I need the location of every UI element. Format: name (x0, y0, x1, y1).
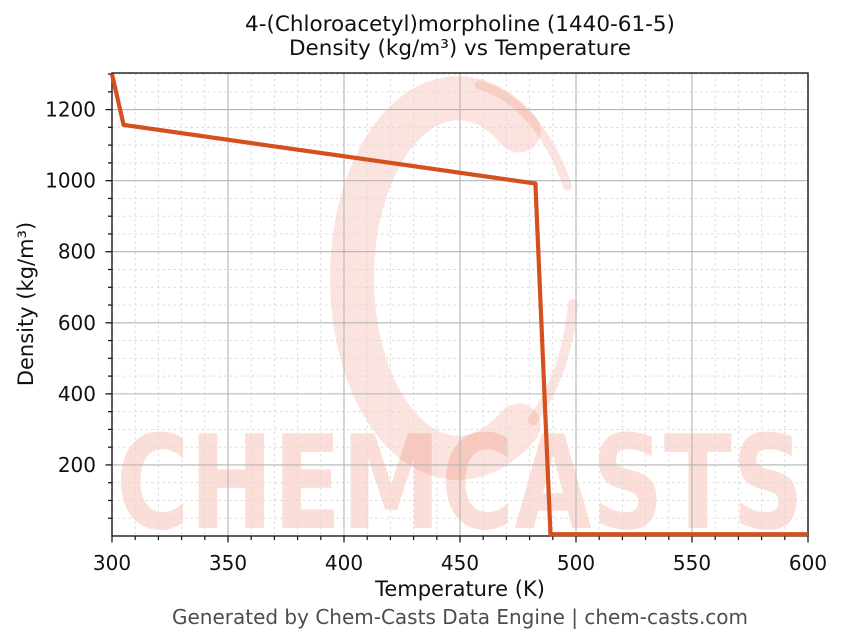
watermark-swoosh (475, 80, 572, 191)
grid-major (111, 73, 809, 536)
y-tick-label: 200 (58, 453, 96, 477)
chart-title: 4-(Chloroacetyl)morpholine (1440-61-5) D… (112, 13, 808, 61)
tick-labels: 300 350 400 450 500 550 600 200 400 600 800 1000 120… (45, 98, 827, 575)
chart-title-line2: Density (kg/m³) vs Temperature (288, 36, 632, 61)
chart-title-line1: 4-(Chloroacetyl)morpholine (1440-61-5) (245, 12, 675, 37)
x-tick-label: 500 (557, 551, 595, 575)
y-tick-label: 600 (58, 311, 96, 335)
y-axis-label: Density (kg/m³) (14, 221, 38, 387)
series-line-density (109, 73, 808, 537)
x-tick-label: 550 (673, 551, 711, 575)
x-tick-label: 350 (209, 551, 247, 575)
watermark-swoosh (329, 76, 541, 480)
x-axis-label: Temperature (K) (375, 577, 545, 601)
series (109, 73, 808, 537)
ticks (105, 73, 809, 543)
footer-text: Generated by Chem-Casts Data Engine | ch… (171, 605, 749, 629)
y-tick-label: 1200 (45, 98, 96, 122)
y-tick-label: 1000 (45, 169, 96, 193)
x-tick-label: 300 (93, 551, 131, 575)
x-tick-label: 600 (789, 551, 827, 575)
x-tick-label: 400 (325, 551, 363, 575)
x-tick-label: 450 (441, 551, 479, 575)
y-tick-label: 400 (58, 382, 96, 406)
y-tick-label: 800 (58, 240, 96, 264)
